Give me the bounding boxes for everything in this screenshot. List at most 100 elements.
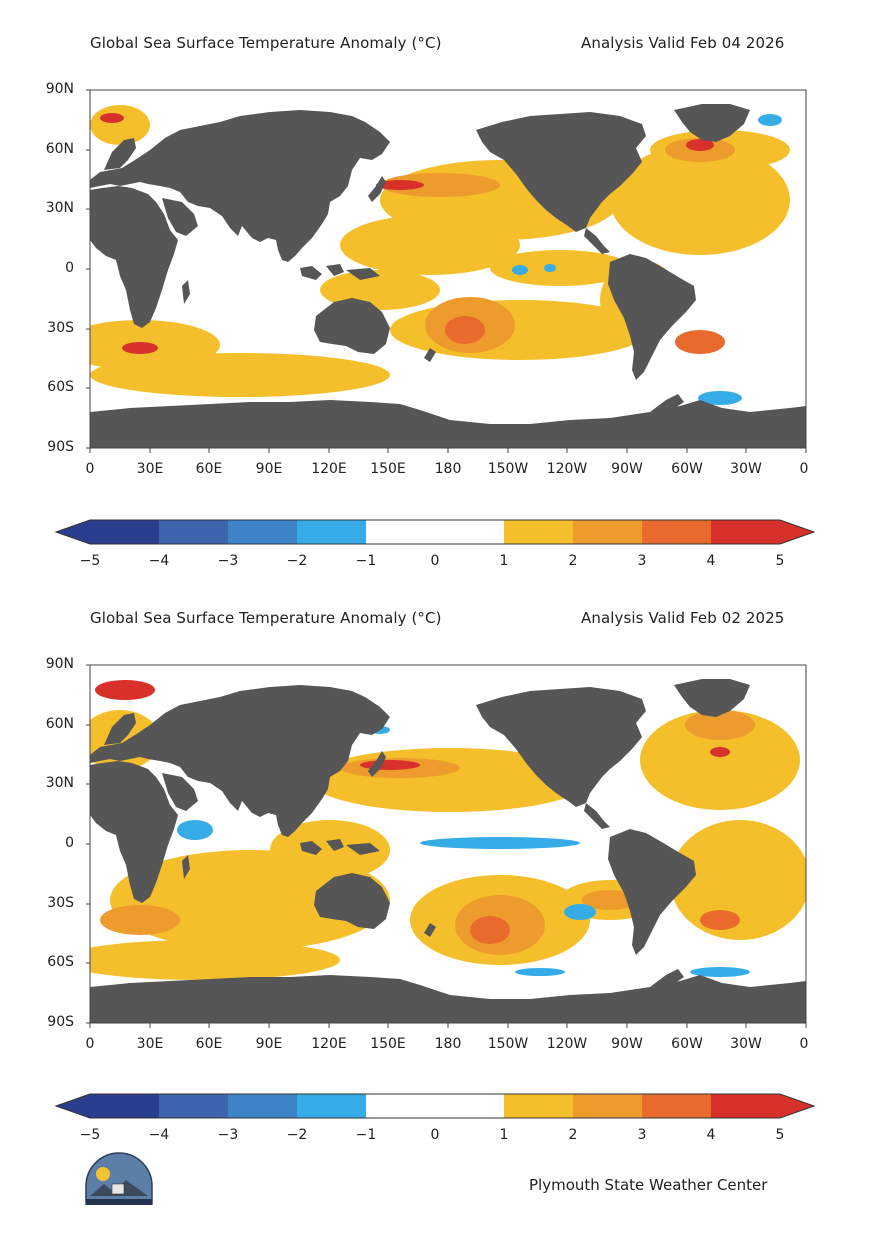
map1-lat-60s: 60S	[47, 379, 74, 395]
colorbar1-bin-2	[159, 520, 228, 544]
colorbar2-arrow-high	[780, 1094, 814, 1118]
map1-lat-90n: 90N	[45, 81, 74, 97]
map2-plot	[89, 664, 807, 1024]
map1-lon-150w: 150W	[487, 461, 529, 477]
colorbar2-label-4: 4	[706, 1127, 716, 1143]
map1-lon-0-end: 0	[799, 461, 809, 477]
colorbar2-label-5: 5	[775, 1127, 785, 1143]
colorbar1-bin-6	[435, 520, 504, 544]
colorbar1-label-2: 2	[568, 553, 578, 569]
colorbar1-bin-9	[642, 520, 711, 544]
colorbar1-bin-4	[297, 520, 366, 544]
colorbar2-bin-8	[573, 1094, 642, 1118]
colorbar1-label-m4: −4	[148, 553, 170, 569]
colorbar2-bin-2	[159, 1094, 228, 1118]
colorbar1-label-4: 4	[706, 553, 716, 569]
colorbar1-label-5: 5	[775, 553, 785, 569]
map2-lon-60w: 60W	[671, 1036, 703, 1052]
map2-lat-30s: 30S	[47, 895, 74, 911]
colorbar1-arrow-low	[56, 520, 90, 544]
colorbar1-label-3: 3	[637, 553, 647, 569]
map2-lat-60n: 60N	[45, 716, 74, 732]
map2-lon-150w: 150W	[487, 1036, 529, 1052]
colorbar2-label-2: 2	[568, 1127, 578, 1143]
map2-title: Global Sea Surface Temperature Anomaly (…	[90, 609, 442, 627]
map1-lat-0: 0	[65, 260, 74, 276]
colorbar2-label-0: 0	[430, 1127, 440, 1143]
colorbar1-bin-1	[90, 520, 159, 544]
colorbar1-label-m1: −1	[355, 553, 377, 569]
map1-lat-30s: 30S	[47, 320, 74, 336]
map2-tick-marks	[86, 664, 807, 1028]
map1-lon-60e: 60E	[195, 461, 223, 477]
colorbar2-bin-5	[366, 1094, 435, 1118]
map2-anomaly-field	[90, 679, 806, 1023]
map1-lon-120e: 120E	[311, 461, 347, 477]
map2-lon-30w: 30W	[730, 1036, 762, 1052]
map2-lon-150e: 150E	[370, 1036, 406, 1052]
map2-lat-30n: 30N	[45, 775, 74, 791]
map2-lon-180: 180	[434, 1036, 462, 1052]
map2-lon-60e: 60E	[195, 1036, 223, 1052]
credit-text: Plymouth State Weather Center	[529, 1176, 768, 1194]
map2-lon-0: 0	[85, 1036, 95, 1052]
map1-lon-90e: 90E	[255, 461, 283, 477]
colorbar1-bin-10	[711, 520, 780, 544]
colorbar2-label-m4: −4	[148, 1127, 170, 1143]
colorbar2-label-3: 3	[637, 1127, 647, 1143]
map2-lon-0-end: 0	[799, 1036, 809, 1052]
map2-lat-0: 0	[65, 835, 74, 851]
colorbar2-label-m3: −3	[217, 1127, 239, 1143]
map1-lon-60w: 60W	[671, 461, 703, 477]
colorbar1-bin-5	[366, 520, 435, 544]
map2-lat-90n: 90N	[45, 656, 74, 672]
colorbar2-bin-6	[435, 1094, 504, 1118]
map2-valid-date: Analysis Valid Feb 02 2025	[581, 609, 785, 627]
map1-lat-60n: 60N	[45, 141, 74, 157]
colorbar2-bin-9	[642, 1094, 711, 1118]
map1-lon-0: 0	[85, 461, 95, 477]
map1-lon-30e: 30E	[136, 461, 164, 477]
map1-anomaly-field	[90, 104, 806, 448]
map2-lon-120e: 120E	[311, 1036, 347, 1052]
colorbar1-label-m2: −2	[286, 553, 308, 569]
map2-lon-90w: 90W	[611, 1036, 643, 1052]
colorbar1-label-1: 1	[499, 553, 509, 569]
colorbar1-arrow-high	[780, 520, 814, 544]
map1-lon-30w: 30W	[730, 461, 762, 477]
map2-lon-90e: 90E	[255, 1036, 283, 1052]
colorbar2-label-1: 1	[499, 1127, 509, 1143]
map1-plot	[89, 89, 807, 449]
colorbar2-bin-4	[297, 1094, 366, 1118]
colorbar1-bin-8	[573, 520, 642, 544]
map1-lon-180: 180	[434, 461, 462, 477]
colorbar1-label-m3: −3	[217, 553, 239, 569]
map1-valid-date: Analysis Valid Feb 04 2026	[581, 34, 785, 52]
colorbar2-bin-3	[228, 1094, 297, 1118]
map1-lat-30n: 30N	[45, 200, 74, 216]
colorbar2-bin-7	[504, 1094, 573, 1118]
colorbar2-label-m1: −1	[355, 1127, 377, 1143]
colorbar1-label-0: 0	[430, 553, 440, 569]
map2-colorbar	[54, 1093, 816, 1119]
colorbar1-bin-3	[228, 520, 297, 544]
colorbar2-label-m5: −5	[79, 1127, 101, 1143]
map2-lat-90s: 90S	[47, 1014, 74, 1030]
map2-lon-120w: 120W	[546, 1036, 588, 1052]
map1-tick-marks	[86, 89, 807, 453]
colorbar1-label-m5: −5	[79, 553, 101, 569]
colorbar1-bin-7	[504, 520, 573, 544]
colorbar2-bin-1	[90, 1094, 159, 1118]
colorbar2-arrow-low	[56, 1094, 90, 1118]
colorbar2-bin-10	[711, 1094, 780, 1118]
map2-lon-30e: 30E	[136, 1036, 164, 1052]
colorbar2-label-m2: −2	[286, 1127, 308, 1143]
map1-colorbar	[54, 519, 816, 545]
map1-lon-150e: 150E	[370, 461, 406, 477]
map1-lon-120w: 120W	[546, 461, 588, 477]
map2-lat-60s: 60S	[47, 954, 74, 970]
plymouth-state-logo	[85, 1152, 153, 1205]
map1-lon-90w: 90W	[611, 461, 643, 477]
map1-title: Global Sea Surface Temperature Anomaly (…	[90, 34, 442, 52]
